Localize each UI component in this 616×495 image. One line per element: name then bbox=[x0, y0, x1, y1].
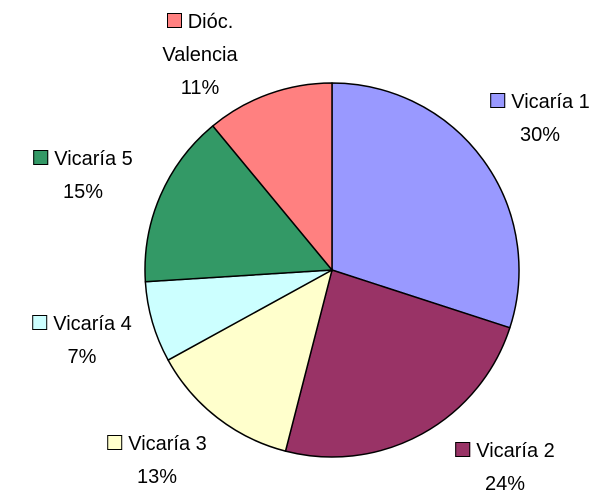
percent-label: 24% bbox=[484, 473, 526, 495]
percent-label: 11% bbox=[180, 77, 220, 99]
label-name-row: Dióc. Valencia bbox=[135, 6, 265, 72]
slice-label: Vicaría 5 15% bbox=[33, 143, 133, 209]
label-name-row: Vicaría 5 bbox=[33, 143, 133, 176]
pie-slice bbox=[331, 82, 520, 329]
legend-swatch bbox=[33, 150, 49, 165]
slice-label: Vicaría 1 30% bbox=[490, 86, 590, 152]
pie-slice bbox=[284, 269, 511, 458]
pie-slice bbox=[144, 124, 334, 283]
pie-slice bbox=[167, 268, 334, 453]
legend-swatch bbox=[490, 93, 506, 108]
slice-label: Vicaría 2 24% bbox=[455, 435, 555, 495]
legend-swatch bbox=[32, 315, 48, 330]
category-label: Vicaría 2 bbox=[476, 440, 555, 462]
category-label: Dióc. Valencia bbox=[162, 11, 238, 66]
label-name-row: Vicaría 4 bbox=[32, 308, 132, 341]
label-name-row: Vicaría 2 bbox=[455, 435, 555, 468]
category-label: Vicaría 1 bbox=[511, 91, 590, 113]
percent-label: 13% bbox=[136, 466, 178, 488]
slice-label: Dióc. Valencia 11% bbox=[135, 6, 265, 105]
slice-label: Vicaría 3 13% bbox=[107, 428, 207, 494]
percent-label: 15% bbox=[62, 181, 104, 203]
legend-swatch bbox=[166, 13, 182, 28]
category-label: Vicaría 5 bbox=[54, 148, 133, 170]
label-name-row: Vicaría 1 bbox=[490, 86, 590, 119]
label-name-row: Vicaría 3 bbox=[107, 428, 207, 461]
legend-swatch bbox=[107, 435, 123, 450]
category-label: Vicaría 3 bbox=[128, 433, 207, 455]
category-label: Vicaría 4 bbox=[53, 313, 132, 335]
percent-label: 30% bbox=[519, 124, 561, 146]
legend-swatch bbox=[455, 442, 471, 457]
slice-label: Vicaría 4 7% bbox=[32, 308, 132, 374]
percent-label: 7% bbox=[67, 346, 97, 368]
pie-slice bbox=[211, 82, 333, 273]
